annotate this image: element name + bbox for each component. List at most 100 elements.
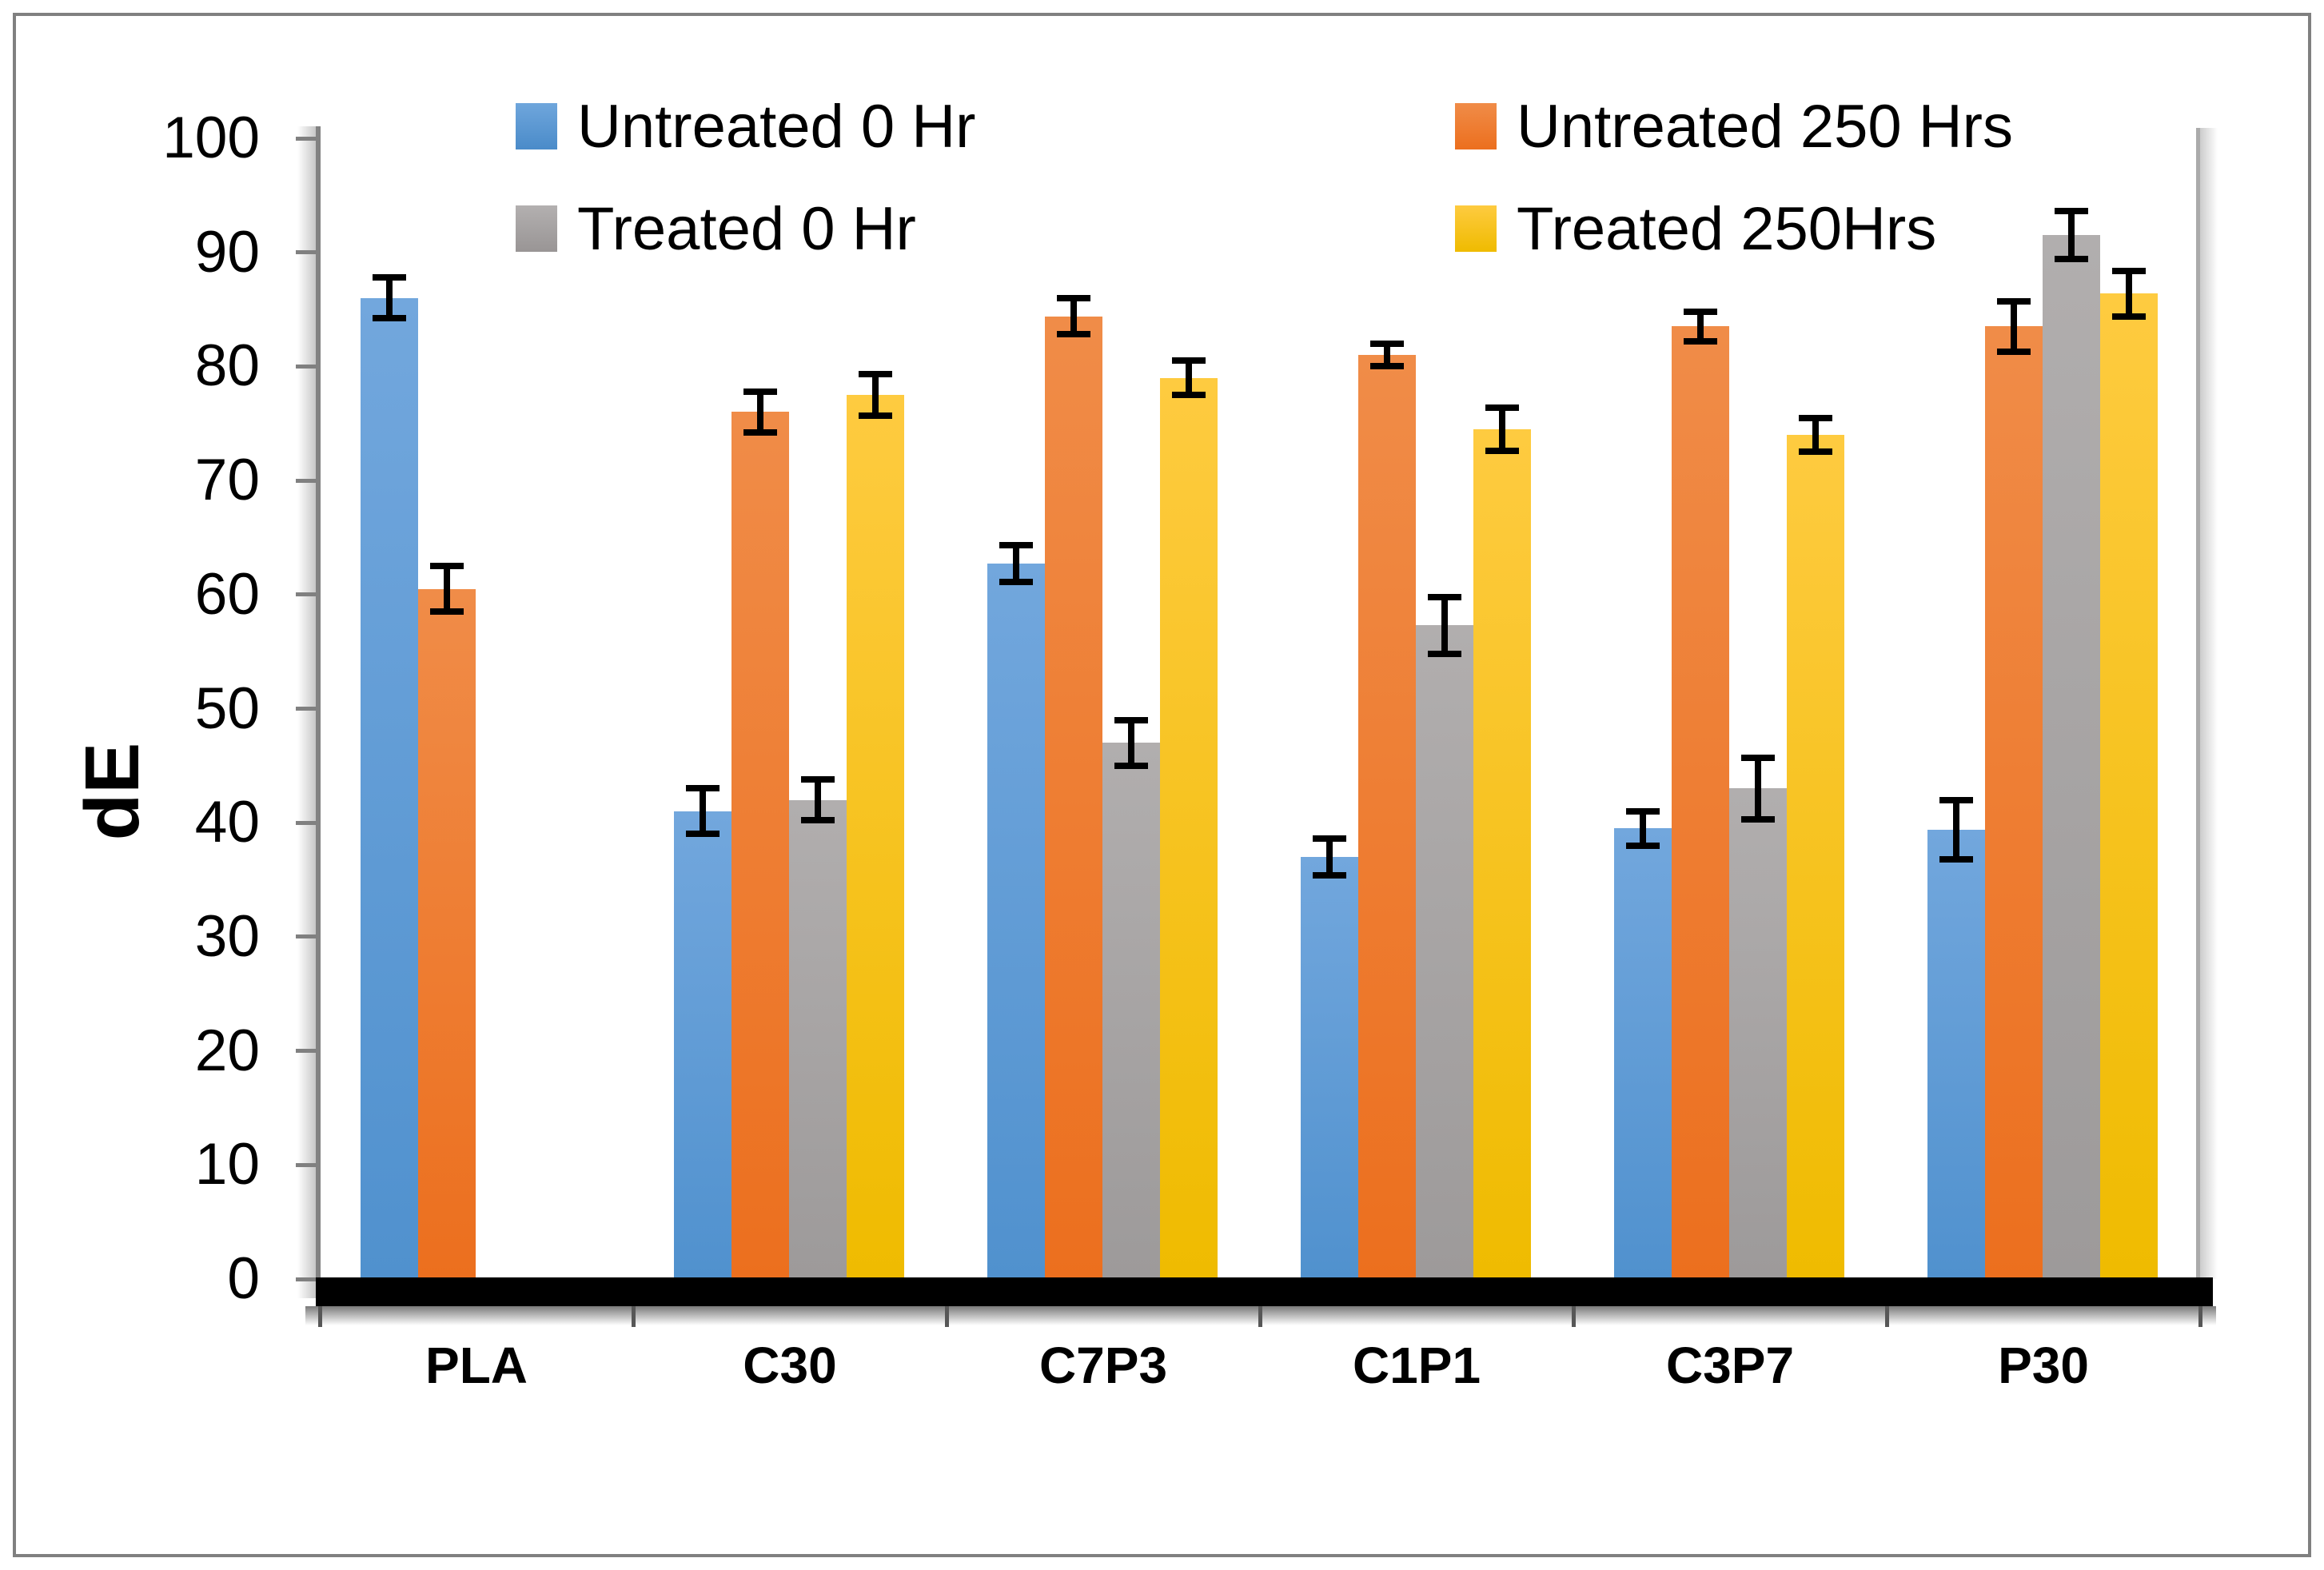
bar-untreated-250hrs-c1p1 — [1358, 355, 1416, 1279]
bar-untreated-0hr-c1p1 — [1301, 857, 1358, 1279]
y-axis-tick-label: 10 — [194, 1132, 260, 1197]
error-bar-whisker-untreated-0hr-p30 — [1953, 799, 1959, 859]
error-bar-cap-top-treated-0hr-c3p7 — [1741, 754, 1775, 761]
y-axis-tick — [296, 934, 317, 939]
error-bar-whisker-treated-250hrs-p30 — [2126, 270, 2132, 317]
error-bar-cap-top-treated-0hr-p30 — [2055, 208, 2088, 215]
error-bar-cap-top-untreated-250hrs-c7p3 — [1057, 294, 1090, 301]
error-bar-whisker-untreated-250hrs-pla — [444, 566, 450, 612]
y-axis-tick — [296, 136, 317, 141]
error-bar-cap-top-treated-0hr-c30 — [801, 775, 835, 783]
x-category-label-c1p1: C1P1 — [1352, 1337, 1481, 1394]
y-axis-tick — [296, 1162, 317, 1167]
error-bar-cap-top-treated-250hrs-c1p1 — [1485, 404, 1519, 411]
error-bar-whisker-treated-250hrs-c7p3 — [1186, 361, 1192, 396]
error-bar-cap-bottom-untreated-0hr-c30 — [686, 831, 720, 838]
x-category-label-p30: P30 — [1998, 1337, 2089, 1394]
error-bar-cap-top-untreated-0hr-c30 — [686, 785, 720, 792]
x-category-label-c30: C30 — [743, 1337, 837, 1394]
x-axis-category-tick — [945, 1306, 949, 1327]
x-axis-category-tick — [1572, 1306, 1576, 1327]
error-bar-cap-bottom-untreated-250hrs-p30 — [1997, 348, 2031, 355]
error-bar-cap-top-treated-250hrs-c30 — [859, 371, 892, 378]
error-bar-cap-bottom-treated-0hr-c7p3 — [1114, 762, 1148, 769]
bar-untreated-0hr-c3p7 — [1614, 828, 1672, 1279]
error-bar-whisker-untreated-0hr-c1p1 — [1326, 839, 1333, 875]
error-bar-cap-top-untreated-250hrs-c1p1 — [1370, 340, 1404, 347]
y-axis-tick — [296, 478, 317, 483]
error-bar-whisker-treated-250hrs-c30 — [872, 374, 879, 416]
bar-treated-250hrs-p30 — [2100, 293, 2158, 1279]
error-bar-cap-top-treated-0hr-c1p1 — [1428, 593, 1461, 600]
bar-treated-250hrs-c30 — [847, 395, 904, 1279]
error-bar-cap-bottom-treated-0hr-c3p7 — [1741, 815, 1775, 823]
bar-untreated-250hrs-pla — [418, 588, 476, 1279]
bar-treated-0hr-p30 — [2043, 235, 2100, 1279]
error-bar-cap-bottom-untreated-0hr-p30 — [1939, 855, 1973, 863]
legend-label-treated-0hr: Treated 0 Hr — [577, 194, 916, 263]
error-bar-whisker-untreated-250hrs-c1p1 — [1384, 343, 1390, 367]
bar-treated-250hrs-c1p1 — [1473, 428, 1531, 1279]
y-axis-tick-label: 0 — [227, 1246, 260, 1311]
y-axis-line — [316, 126, 321, 1298]
error-bar-cap-top-untreated-0hr-c1p1 — [1313, 835, 1346, 843]
bar-untreated-0hr-c7p3 — [987, 564, 1045, 1279]
error-bar-cap-bottom-treated-0hr-c30 — [801, 817, 835, 824]
error-bar-cap-bottom-treated-250hrs-p30 — [2112, 313, 2146, 320]
y-axis-tick — [296, 707, 317, 711]
y-axis-tick-label: 30 — [194, 903, 260, 969]
bar-treated-0hr-c3p7 — [1729, 788, 1787, 1279]
x-axis-category-tick — [2198, 1306, 2202, 1327]
error-bar-whisker-treated-250hrs-c3p7 — [1812, 417, 1819, 452]
error-bar-cap-bottom-untreated-0hr-c1p1 — [1313, 871, 1346, 879]
bar-treated-0hr-c7p3 — [1102, 743, 1160, 1279]
y-axis-tick — [296, 1277, 317, 1281]
error-bar-cap-top-untreated-250hrs-c3p7 — [1684, 308, 1717, 315]
error-bar-cap-top-untreated-0hr-c3p7 — [1626, 807, 1660, 815]
error-bar-cap-top-untreated-250hrs-c30 — [743, 388, 777, 395]
error-bar-whisker-treated-0hr-c7p3 — [1128, 719, 1134, 766]
bar-treated-0hr-c1p1 — [1416, 625, 1473, 1279]
bar-treated-250hrs-c7p3 — [1160, 377, 1218, 1279]
error-bar-whisker-treated-0hr-c30 — [815, 779, 821, 821]
x-axis-category-tick — [1885, 1306, 1889, 1327]
bar-untreated-0hr-c30 — [674, 811, 731, 1279]
legend-label-untreated-250hrs: Untreated 250 Hrs — [1517, 92, 2013, 161]
y-axis-tick-label: 60 — [194, 561, 260, 627]
error-bar-cap-bottom-untreated-250hrs-pla — [430, 608, 464, 616]
error-bar-cap-bottom-treated-250hrs-c1p1 — [1485, 447, 1519, 454]
error-bar-whisker-untreated-250hrs-c30 — [757, 391, 763, 433]
legend-item-treated-0hr: Treated 0 Hr — [516, 195, 916, 263]
legend-item-untreated-250hrs: Untreated 250 Hrs — [1455, 93, 2013, 161]
x-axis-category-tick — [632, 1306, 636, 1327]
error-bar-whisker-treated-0hr-p30 — [2068, 211, 2075, 260]
error-bar-cap-top-treated-250hrs-p30 — [2112, 267, 2146, 274]
y-axis-tick — [296, 1049, 317, 1054]
error-bar-whisker-treated-0hr-c1p1 — [1441, 596, 1448, 654]
bar-untreated-250hrs-c7p3 — [1045, 316, 1102, 1279]
error-bar-cap-bottom-untreated-0hr-pla — [373, 315, 406, 322]
y-axis-bevel — [297, 126, 316, 1298]
error-bar-cap-bottom-treated-250hrs-c30 — [859, 412, 892, 419]
error-bar-whisker-untreated-250hrs-c3p7 — [1697, 311, 1704, 341]
error-bar-cap-top-untreated-250hrs-p30 — [1997, 298, 2031, 305]
error-bar-cap-bottom-untreated-0hr-c7p3 — [999, 579, 1033, 586]
bar-untreated-250hrs-p30 — [1985, 326, 2043, 1279]
error-bar-cap-top-treated-250hrs-c7p3 — [1172, 357, 1206, 365]
error-bar-whisker-treated-0hr-c3p7 — [1755, 757, 1761, 819]
error-bar-whisker-untreated-250hrs-c7p3 — [1070, 297, 1077, 335]
figure-border — [13, 13, 2311, 1557]
x-axis-category-tick — [318, 1306, 322, 1327]
error-bar-cap-top-treated-250hrs-c3p7 — [1799, 414, 1832, 421]
x-category-label-c3p7: C3P7 — [1665, 1337, 1795, 1394]
error-bar-cap-bottom-untreated-250hrs-c30 — [743, 429, 777, 436]
x-category-label-pla: PLA — [425, 1337, 528, 1394]
error-bar-cap-bottom-untreated-250hrs-c3p7 — [1684, 338, 1717, 345]
error-bar-cap-bottom-treated-250hrs-c7p3 — [1172, 392, 1206, 399]
y-axis-tick-label: 50 — [194, 675, 260, 741]
y-axis-tick-label: 90 — [194, 219, 260, 285]
legend-swatch-treated-250hrs — [1455, 205, 1497, 252]
x-axis-category-tick — [1258, 1306, 1262, 1327]
